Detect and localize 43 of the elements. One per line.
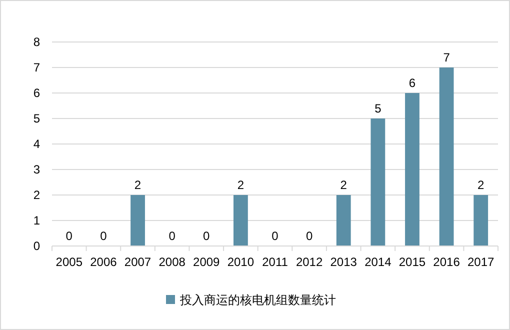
y-tick-label: 4	[33, 137, 40, 152]
x-tick-label: 2005	[56, 255, 83, 269]
data-label: 0	[306, 229, 313, 243]
bar	[233, 195, 248, 246]
data-label: 2	[237, 178, 244, 192]
data-label: 2	[340, 178, 348, 192]
x-tick-label: 2016	[433, 255, 460, 269]
y-tick-label: 3	[33, 162, 40, 177]
x-tick-label: 2017	[467, 255, 495, 269]
x-tick-label: 2010	[227, 255, 254, 269]
y-tick-label: 0	[33, 239, 40, 254]
legend-label: 投入商运的核电机组数量统计	[179, 293, 336, 307]
data-label: 0	[66, 229, 73, 243]
y-tick-label: 8	[33, 35, 40, 50]
y-tick-label: 2	[33, 188, 40, 202]
data-label: 0	[100, 229, 108, 243]
x-tick-label: 2011	[262, 255, 288, 269]
x-tick-label: 2009	[193, 255, 220, 269]
x-tick-label: 2006	[90, 255, 118, 269]
x-tick-label: 2008	[158, 255, 186, 269]
y-tick-label: 6	[33, 86, 40, 100]
bar	[370, 118, 386, 246]
bar	[474, 195, 488, 246]
bar	[130, 195, 145, 246]
data-label: 5	[374, 102, 382, 116]
bar	[439, 68, 454, 246]
x-tick-label: 2013	[330, 255, 358, 269]
y-tick-label: 1	[33, 214, 40, 228]
data-label: 0	[203, 229, 210, 243]
data-label: 2	[134, 178, 142, 192]
x-tick-label: 2007	[124, 255, 152, 269]
y-tick-label: 7	[33, 60, 40, 75]
data-label: 6	[408, 76, 416, 90]
x-tick-label: 2015	[398, 255, 426, 269]
y-tick-label: 5	[33, 112, 40, 126]
x-tick-label: 2012	[296, 255, 323, 269]
bar	[336, 195, 351, 246]
bar	[405, 93, 420, 246]
data-label: 2	[478, 178, 484, 192]
x-tick-label: 2014	[364, 255, 392, 269]
data-label: 7	[443, 50, 450, 64]
data-label: 0	[168, 229, 176, 243]
data-label: 0	[272, 229, 279, 243]
